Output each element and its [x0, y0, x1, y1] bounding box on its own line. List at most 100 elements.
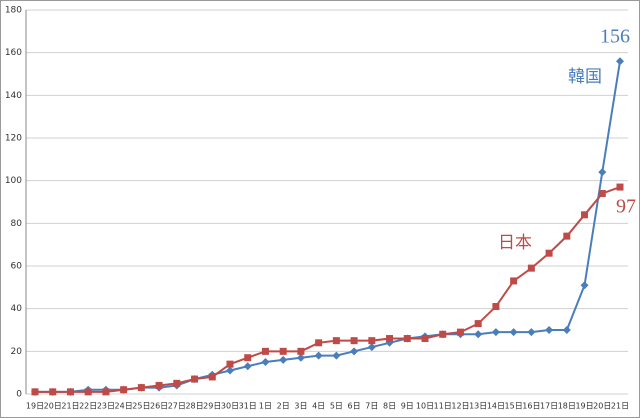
point [439, 330, 447, 338]
x-tick-label: 13日 [469, 402, 487, 411]
point [368, 337, 376, 345]
point [509, 328, 518, 337]
x-tick-label: 3日 [294, 402, 307, 411]
point [527, 328, 536, 337]
point [562, 326, 571, 334]
point [598, 189, 606, 197]
x-tick-label: 15日 [505, 402, 523, 411]
y-tick-label: 0 [16, 390, 22, 400]
point [120, 386, 128, 394]
point [492, 303, 500, 311]
x-tick-label: 17日 [540, 402, 558, 411]
point [350, 337, 358, 345]
x-tick-label: 30日 [221, 402, 239, 411]
x-tick-label: 29日 [203, 402, 221, 411]
point [510, 277, 518, 285]
x-tick-label: 16日 [522, 402, 540, 411]
x-tick-label: 10日 [416, 402, 434, 411]
point [243, 362, 252, 371]
end-value-label: 97 [616, 196, 636, 218]
x-tick-label: 25日 [132, 402, 150, 411]
x-tick-label: 20日 [44, 402, 62, 411]
y-tick-label: 20 [11, 347, 23, 357]
series-label: 日本 [498, 233, 532, 253]
x-tick-label: 21日 [611, 402, 629, 411]
x-tick-label: 19日 [26, 402, 44, 411]
x-tick-label: 11日 [434, 402, 452, 411]
point [102, 388, 110, 396]
point [208, 373, 216, 381]
x-tick-label: 7日 [365, 402, 378, 411]
point [261, 347, 269, 355]
x-tick-label: 12日 [451, 402, 469, 411]
point [191, 375, 199, 383]
point [332, 351, 341, 360]
point [279, 355, 288, 364]
point [261, 358, 270, 366]
point [296, 353, 305, 362]
point [527, 264, 535, 272]
x-tick-label: 4日 [312, 402, 325, 411]
point [226, 366, 234, 375]
x-tick-label: 6日 [348, 402, 361, 411]
point [386, 335, 394, 343]
point [314, 351, 323, 360]
x-tick-label: 23日 [97, 402, 115, 411]
x-tick-label: 27日 [168, 402, 186, 411]
x-tick-label: 21日 [61, 402, 79, 411]
point [315, 339, 323, 347]
x-tick-label: 31日 [239, 402, 257, 411]
x-tick-label: 9日 [401, 402, 414, 411]
x-tick-label: 18日 [558, 402, 576, 411]
y-tick-label: 160 [5, 48, 22, 58]
point [226, 360, 234, 368]
point [421, 335, 429, 343]
point [350, 347, 359, 356]
point [49, 388, 57, 396]
point [616, 57, 624, 66]
point [31, 388, 39, 396]
y-tick-label: 60 [11, 262, 23, 272]
point [279, 347, 287, 355]
x-tick-label: 26日 [150, 402, 168, 411]
point [563, 232, 571, 240]
point [403, 335, 411, 343]
y-tick-label: 40 [11, 304, 23, 314]
x-tick-label: 28日 [185, 402, 203, 411]
y-tick-label: 180 [5, 6, 22, 16]
point [474, 320, 482, 328]
point [332, 337, 340, 345]
x-tick-label: 22日 [79, 402, 97, 411]
x-tick-label: 24日 [115, 402, 133, 411]
y-tick-label: 100 [5, 176, 22, 186]
point [155, 381, 163, 389]
x-tick-label: 20日 [593, 402, 611, 411]
point [491, 328, 500, 337]
x-tick-label: 2日 [277, 402, 290, 411]
y-tick-label: 120 [5, 134, 22, 144]
x-tick-label: 1日 [259, 402, 272, 411]
point [367, 343, 376, 352]
end-value-label: 156 [600, 26, 630, 48]
x-tick-label: 5日 [330, 402, 343, 411]
point [66, 388, 74, 396]
y-tick-label: 80 [11, 219, 23, 229]
point [137, 384, 145, 392]
point [244, 354, 252, 362]
point [545, 326, 554, 334]
point [84, 388, 92, 396]
x-tick-label: 14日 [487, 402, 505, 411]
point [581, 211, 589, 219]
point [616, 183, 624, 191]
point [474, 330, 483, 339]
series-line [35, 186, 621, 393]
point [456, 328, 464, 336]
x-tick-label: 8日 [383, 402, 396, 411]
y-tick-label: 140 [5, 91, 22, 101]
point [173, 379, 181, 387]
series-label: 韓国 [568, 67, 602, 87]
x-tick-label: 19日 [575, 402, 593, 411]
point [297, 347, 305, 355]
